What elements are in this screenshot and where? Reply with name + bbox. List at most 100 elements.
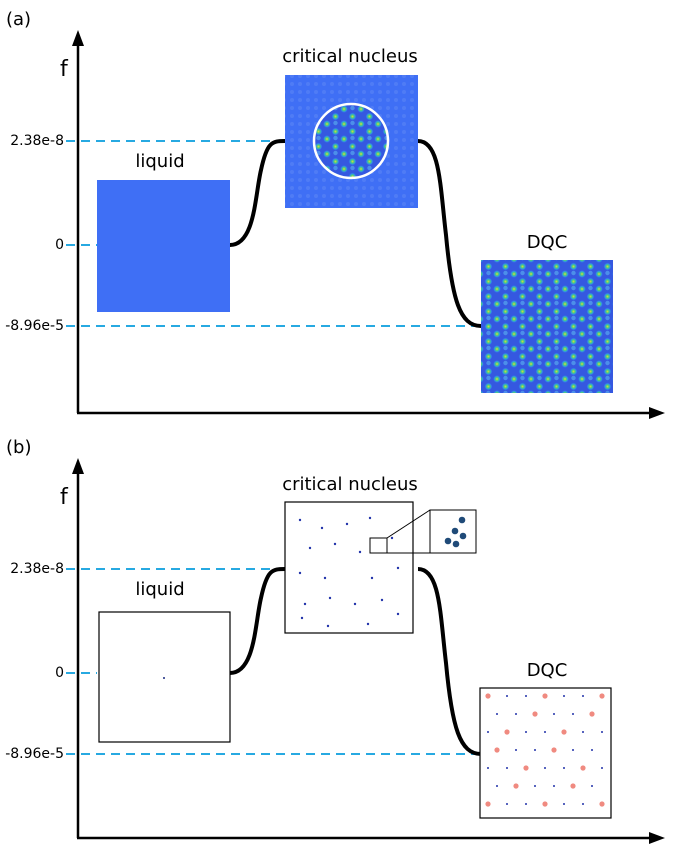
- state-box: [479, 687, 612, 819]
- dot: [487, 767, 489, 769]
- tick-label: -8.96e-5: [5, 746, 64, 762]
- dot: [561, 729, 567, 735]
- energy-curve: [229, 139, 286, 247]
- dot: [534, 785, 536, 787]
- state-label: DQC: [527, 232, 568, 253]
- dot: [506, 695, 508, 697]
- x-arrow: [649, 832, 665, 844]
- liquid-image: [97, 180, 230, 312]
- dot: [506, 767, 508, 769]
- dot: [582, 695, 584, 697]
- x-arrow: [649, 407, 665, 419]
- dot: [370, 576, 374, 580]
- dot: [542, 693, 548, 699]
- state-label: liquid: [135, 151, 184, 172]
- dot: [494, 747, 500, 753]
- dot: [308, 546, 312, 550]
- dot: [333, 542, 337, 546]
- y-arrow: [72, 30, 84, 46]
- tick-label: 2.38e-8: [10, 133, 64, 149]
- dot: [298, 518, 302, 522]
- energy-curve: [417, 139, 482, 328]
- nucleus-ring: [312, 102, 390, 180]
- dot: [487, 731, 489, 733]
- dot: [323, 576, 327, 580]
- dot: [326, 624, 330, 628]
- dot: [553, 785, 555, 787]
- tick-label: 0: [55, 237, 64, 253]
- tick-label: 2.38e-8: [10, 561, 64, 577]
- panel-label: (a): [6, 9, 31, 30]
- dot: [525, 731, 527, 733]
- dot: [563, 695, 565, 697]
- state-box: [98, 611, 231, 743]
- state-box: [284, 501, 414, 634]
- state-label: critical nucleus: [282, 46, 418, 67]
- dot: [601, 731, 603, 733]
- dot: [582, 731, 584, 733]
- dot: [366, 622, 370, 626]
- inset-dot: [451, 527, 459, 535]
- dot: [532, 711, 538, 717]
- axis-label: f: [60, 485, 69, 510]
- dot: [496, 785, 498, 787]
- dot: [591, 749, 593, 751]
- dot: [544, 767, 546, 769]
- dot: [358, 550, 362, 554]
- y-arrow: [72, 458, 84, 474]
- inset-dot: [459, 532, 467, 540]
- dot: [525, 803, 527, 805]
- tick-label: 0: [55, 665, 64, 681]
- dot: [599, 801, 605, 807]
- inset-dot: [458, 516, 466, 524]
- dot: [523, 765, 529, 771]
- dqc-image: [481, 260, 613, 393]
- dot: [563, 803, 565, 805]
- dot: [485, 693, 491, 699]
- state-label: DQC: [527, 660, 568, 681]
- dot: [572, 713, 574, 715]
- dot: [390, 536, 394, 540]
- energy-curve: [229, 567, 286, 675]
- zoom-box: [369, 537, 388, 554]
- dot: [542, 801, 548, 807]
- dot: [513, 783, 519, 789]
- dot: [506, 803, 508, 805]
- dot: [553, 713, 555, 715]
- dot: [591, 785, 593, 787]
- dot: [551, 747, 557, 753]
- dot: [570, 783, 576, 789]
- dot: [544, 731, 546, 733]
- dot: [396, 612, 400, 616]
- dot: [601, 767, 603, 769]
- state-label: critical nucleus: [282, 474, 418, 495]
- panel-label: (b): [6, 437, 31, 458]
- dot: [345, 522, 349, 526]
- dot: [525, 695, 527, 697]
- dot: [599, 693, 605, 699]
- dot: [572, 749, 574, 751]
- dot: [163, 677, 165, 679]
- dot: [563, 767, 565, 769]
- panel: (a) f 2.38e-8 0 -8.96e-5 liquid critical nucle…: [5, 9, 665, 419]
- dot: [485, 801, 491, 807]
- dot: [353, 602, 357, 606]
- energy-curve: [417, 567, 482, 756]
- inset-dot: [452, 540, 460, 548]
- dot: [534, 749, 536, 751]
- dot: [496, 713, 498, 715]
- state-label: liquid: [135, 579, 184, 600]
- dot: [328, 596, 332, 600]
- nucleus-core: [315, 105, 387, 177]
- dot: [515, 749, 517, 751]
- zoom-line: [386, 509, 431, 539]
- panel: (b) f 2.38e-8 0 -8.96e-5 liquid critical nucle…: [5, 437, 665, 844]
- inset-dot: [444, 537, 452, 545]
- dot: [580, 765, 586, 771]
- dot: [582, 803, 584, 805]
- tick-label: -8.96e-5: [5, 318, 64, 334]
- dot: [396, 566, 400, 570]
- dot: [515, 713, 517, 715]
- axis-label: f: [60, 57, 69, 82]
